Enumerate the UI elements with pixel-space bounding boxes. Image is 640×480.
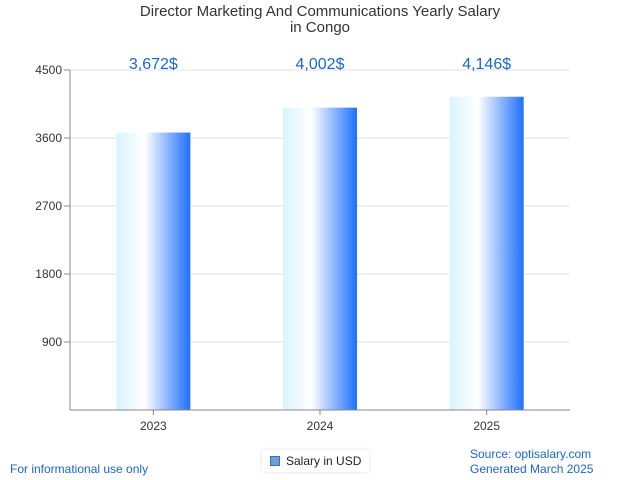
bar-2025[interactable] <box>449 96 524 410</box>
legend[interactable]: Salary in USD <box>262 450 370 472</box>
y-tick-label: 900 <box>42 335 62 349</box>
x-tick-label: 2025 <box>473 419 500 433</box>
data-label-2023: 3,672$ <box>129 56 178 73</box>
bar-2024[interactable] <box>283 107 357 411</box>
legend-swatch <box>270 456 280 466</box>
x-tick-label: 2024 <box>307 419 334 433</box>
chart-title-line-1: Director Marketing And Communications Ye… <box>139 3 501 20</box>
data-label-2024: 4,002$ <box>296 56 345 73</box>
chart-title-line-2: in Congo <box>289 19 351 36</box>
y-tick-label: 1800 <box>35 267 62 281</box>
y-tick-label: 3600 <box>35 131 62 145</box>
y-tick-label: 4500 <box>35 63 62 77</box>
source-block: Source: optisalary.com Generated March 2… <box>470 447 593 477</box>
source-link[interactable]: Source: optisalary.com <box>470 447 592 461</box>
data-label-2025: 4,146$ <box>462 56 511 73</box>
disclaimer-text: For informational use only <box>10 462 149 476</box>
chart-title: Director Marketing And Communications Ye… <box>0 4 640 36</box>
bar-2023[interactable] <box>116 132 191 410</box>
legend-label: Salary in USD <box>286 454 362 468</box>
generated-date: Generated March 2025 <box>470 462 594 476</box>
x-tick-label: 2023 <box>140 419 167 433</box>
y-tick-label: 2700 <box>35 199 62 213</box>
